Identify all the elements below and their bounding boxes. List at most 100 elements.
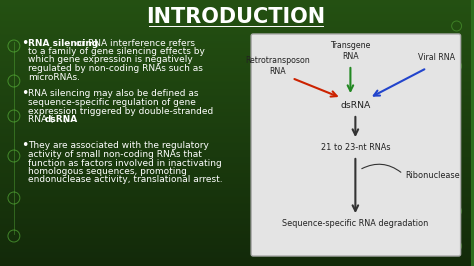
Bar [0, 214, 471, 215]
Text: which gene expression is negatively: which gene expression is negatively [28, 56, 192, 64]
Bar [0, 171, 471, 172]
Bar [0, 43, 471, 44]
Bar [0, 18, 471, 19]
Bar [0, 94, 471, 95]
Bar [0, 92, 471, 93]
Bar [0, 89, 471, 90]
Bar [0, 195, 471, 196]
Bar [0, 51, 471, 52]
Bar [0, 17, 471, 18]
Bar [0, 61, 471, 62]
Bar [0, 155, 471, 156]
Bar [0, 119, 471, 120]
Bar [0, 168, 471, 169]
Bar [0, 143, 471, 144]
Bar [0, 20, 471, 21]
Bar [0, 7, 471, 8]
Bar [0, 15, 471, 16]
Bar [0, 60, 471, 61]
Text: endonuclease activity, translational arrest.: endonuclease activity, translational arr… [28, 176, 222, 185]
Bar [0, 70, 471, 71]
Bar [0, 108, 471, 109]
Text: homologous sequences, promoting: homologous sequences, promoting [28, 167, 187, 176]
Bar [0, 166, 471, 167]
Bar [0, 23, 471, 24]
Bar [0, 231, 471, 232]
Bar [0, 173, 471, 174]
Bar [0, 125, 471, 126]
Bar [0, 44, 471, 45]
Bar [0, 81, 471, 82]
Bar [0, 80, 471, 81]
Bar [0, 209, 471, 210]
Bar [0, 265, 471, 266]
Bar [0, 22, 471, 23]
Text: RNA (: RNA ( [28, 115, 53, 124]
Bar [0, 156, 471, 157]
Bar [0, 177, 471, 178]
Bar [0, 236, 471, 237]
Text: or RNA interference refers: or RNA interference refers [73, 39, 195, 48]
Text: ).: ). [64, 115, 70, 124]
Bar [0, 235, 471, 236]
Bar [0, 174, 471, 175]
Bar [0, 103, 471, 104]
Bar [0, 93, 471, 94]
Bar [0, 206, 471, 207]
Bar [0, 100, 471, 101]
Bar [0, 213, 471, 214]
Bar [0, 67, 471, 68]
Bar [0, 72, 471, 73]
Bar [0, 140, 471, 141]
Bar [0, 14, 471, 15]
Bar [0, 225, 471, 226]
Bar [0, 128, 471, 129]
Bar [0, 152, 471, 153]
Bar [0, 29, 471, 30]
Bar [0, 115, 471, 116]
Bar [0, 121, 471, 122]
Bar [0, 138, 471, 139]
Bar [0, 157, 471, 158]
Bar [0, 205, 471, 206]
Bar [0, 224, 471, 225]
Bar [0, 223, 471, 224]
Text: Ribonuclease: Ribonuclease [405, 172, 460, 181]
Bar [0, 202, 471, 203]
Bar [0, 149, 471, 150]
Text: •: • [21, 139, 28, 152]
Bar [0, 73, 471, 74]
Bar [0, 204, 471, 205]
Bar [0, 31, 471, 32]
Bar [0, 227, 471, 228]
Bar [0, 6, 471, 7]
Bar [0, 54, 471, 55]
Bar [0, 62, 471, 63]
Bar [0, 97, 471, 98]
Bar [0, 175, 471, 176]
Bar [0, 5, 471, 6]
Bar [0, 114, 471, 115]
Bar [0, 65, 471, 66]
Bar [0, 239, 471, 240]
Bar [0, 203, 471, 204]
Bar [0, 253, 471, 254]
Text: 21 to 23-nt RNAs: 21 to 23-nt RNAs [320, 143, 390, 152]
Bar [0, 167, 471, 168]
Text: activity of small non-coding RNAs that: activity of small non-coding RNAs that [28, 150, 201, 159]
Bar [0, 45, 471, 46]
Bar [0, 134, 471, 135]
Bar [0, 150, 471, 151]
Text: function as factors involved in inactivating: function as factors involved in inactiva… [28, 159, 221, 168]
Bar [0, 207, 471, 208]
Bar [0, 47, 471, 48]
Bar [0, 79, 471, 80]
Bar [0, 36, 471, 37]
Bar [0, 151, 471, 152]
Bar [0, 256, 471, 257]
Bar [0, 19, 471, 20]
Bar [0, 24, 471, 25]
Bar [0, 46, 471, 47]
Bar [0, 178, 471, 179]
Bar [0, 129, 471, 130]
